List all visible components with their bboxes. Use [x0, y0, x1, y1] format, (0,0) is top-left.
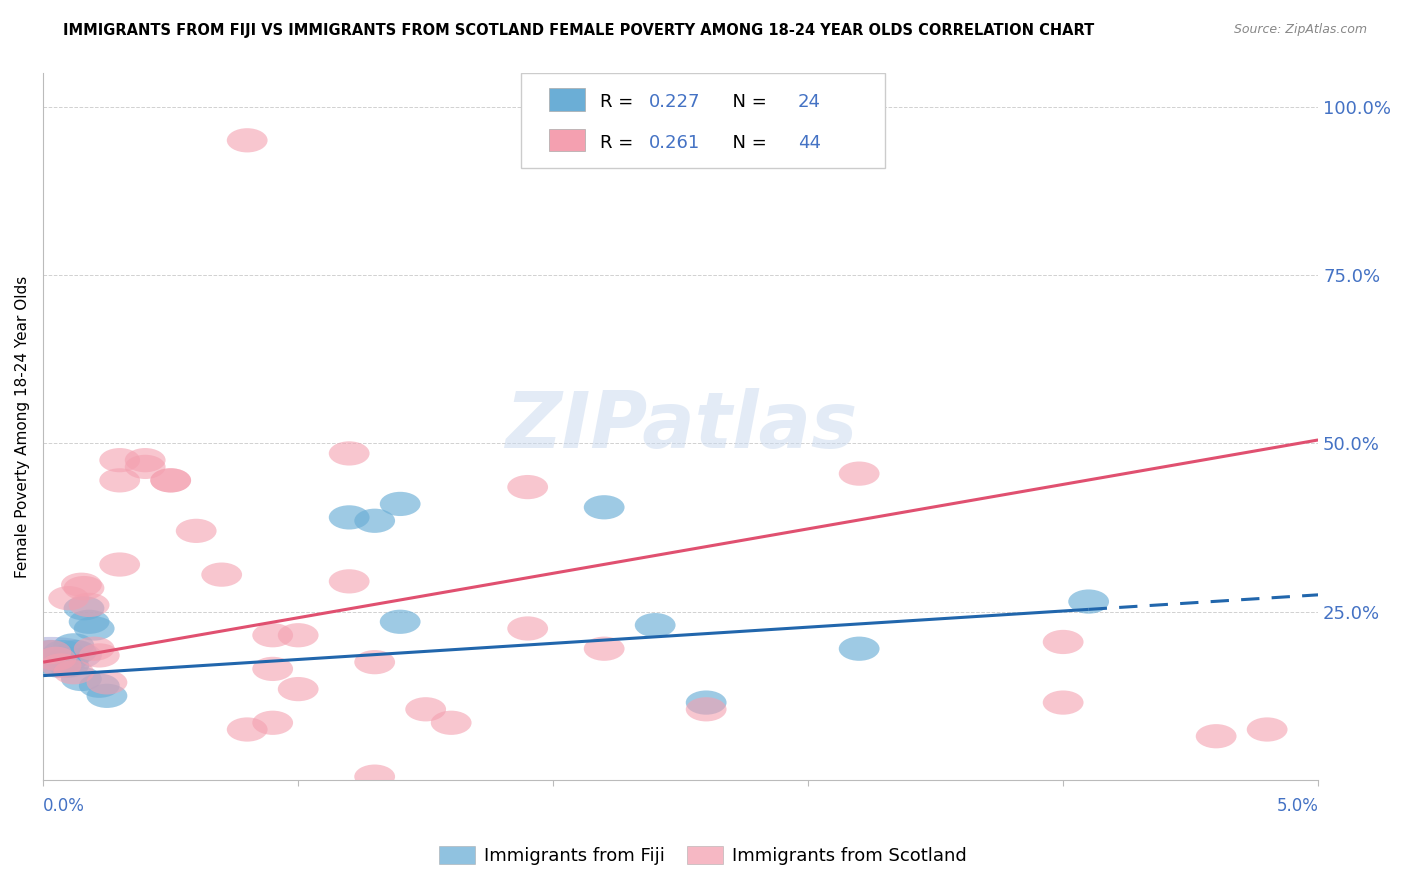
Ellipse shape [69, 593, 110, 617]
Ellipse shape [1069, 590, 1109, 614]
FancyBboxPatch shape [550, 88, 585, 111]
Ellipse shape [79, 643, 120, 667]
Text: R =: R = [600, 134, 640, 152]
Ellipse shape [38, 654, 79, 678]
Ellipse shape [73, 637, 115, 661]
Text: N =: N = [721, 134, 773, 152]
Ellipse shape [79, 673, 120, 698]
Y-axis label: Female Poverty Among 18-24 Year Olds: Female Poverty Among 18-24 Year Olds [15, 276, 30, 578]
Text: IMMIGRANTS FROM FIJI VS IMMIGRANTS FROM SCOTLAND FEMALE POVERTY AMONG 18-24 YEAR: IMMIGRANTS FROM FIJI VS IMMIGRANTS FROM … [63, 23, 1094, 38]
Ellipse shape [176, 519, 217, 543]
Text: N =: N = [721, 93, 773, 111]
Ellipse shape [0, 637, 101, 674]
Ellipse shape [63, 576, 104, 600]
Ellipse shape [583, 495, 624, 519]
Ellipse shape [150, 468, 191, 492]
Ellipse shape [329, 442, 370, 466]
Ellipse shape [48, 586, 89, 610]
Ellipse shape [839, 461, 880, 486]
Ellipse shape [31, 640, 72, 665]
Ellipse shape [69, 609, 110, 634]
Ellipse shape [125, 455, 166, 479]
Ellipse shape [35, 647, 76, 671]
Ellipse shape [252, 657, 292, 681]
Ellipse shape [87, 670, 128, 695]
Ellipse shape [150, 468, 191, 492]
FancyBboxPatch shape [522, 73, 884, 169]
Ellipse shape [354, 764, 395, 789]
Ellipse shape [60, 667, 101, 691]
Ellipse shape [56, 640, 97, 665]
Ellipse shape [252, 711, 292, 735]
Legend: Immigrants from Fiji, Immigrants from Scotland: Immigrants from Fiji, Immigrants from Sc… [432, 839, 974, 872]
Ellipse shape [329, 505, 370, 530]
Ellipse shape [100, 448, 141, 472]
Ellipse shape [100, 552, 141, 576]
Ellipse shape [686, 698, 727, 722]
Ellipse shape [430, 711, 471, 735]
Text: 0.261: 0.261 [648, 134, 700, 152]
Ellipse shape [63, 596, 104, 621]
Text: Source: ZipAtlas.com: Source: ZipAtlas.com [1233, 23, 1367, 37]
Ellipse shape [48, 654, 89, 678]
Ellipse shape [405, 698, 446, 722]
Ellipse shape [1043, 630, 1084, 654]
Ellipse shape [634, 613, 675, 637]
FancyBboxPatch shape [550, 129, 585, 152]
Ellipse shape [35, 647, 76, 671]
Text: 44: 44 [799, 134, 821, 152]
Ellipse shape [508, 616, 548, 640]
Ellipse shape [380, 491, 420, 516]
Text: ZIPatlas: ZIPatlas [505, 389, 856, 465]
Ellipse shape [252, 624, 292, 648]
Ellipse shape [329, 569, 370, 593]
Ellipse shape [41, 654, 82, 678]
Ellipse shape [380, 609, 420, 634]
Ellipse shape [53, 633, 94, 657]
Ellipse shape [31, 640, 72, 665]
Ellipse shape [583, 637, 624, 661]
Text: 0.0%: 0.0% [44, 797, 86, 814]
Ellipse shape [226, 717, 267, 741]
Ellipse shape [354, 508, 395, 533]
Ellipse shape [1247, 717, 1288, 741]
Ellipse shape [278, 677, 319, 701]
Ellipse shape [201, 563, 242, 587]
Text: R =: R = [600, 93, 640, 111]
Text: 24: 24 [799, 93, 821, 111]
Ellipse shape [1043, 690, 1084, 714]
Ellipse shape [354, 650, 395, 674]
Ellipse shape [60, 573, 101, 597]
Ellipse shape [48, 647, 89, 671]
Ellipse shape [686, 690, 727, 714]
Ellipse shape [839, 637, 880, 661]
Ellipse shape [125, 448, 166, 472]
Ellipse shape [278, 624, 319, 648]
Ellipse shape [53, 660, 94, 684]
Ellipse shape [508, 475, 548, 500]
Ellipse shape [100, 468, 141, 492]
Ellipse shape [73, 616, 115, 640]
Ellipse shape [44, 640, 84, 665]
Text: 5.0%: 5.0% [1277, 797, 1319, 814]
Ellipse shape [1195, 724, 1236, 748]
Ellipse shape [87, 683, 128, 708]
Ellipse shape [226, 128, 267, 153]
Text: 0.227: 0.227 [648, 93, 700, 111]
